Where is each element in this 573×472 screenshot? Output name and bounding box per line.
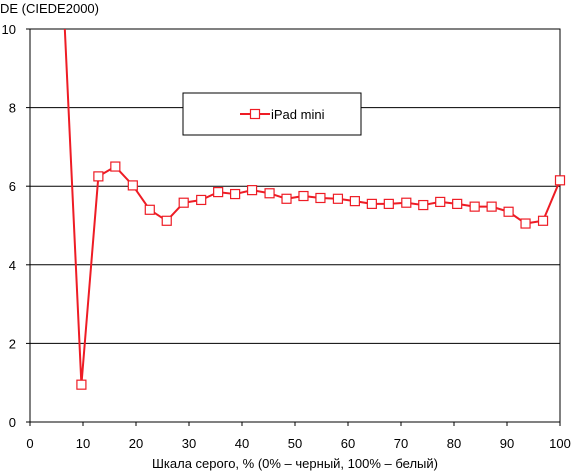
x-axis-title: Шкала серого, % (0% – черный, 100% – бел… xyxy=(152,456,438,471)
data-point xyxy=(332,193,344,204)
y-tick-label: 4 xyxy=(9,258,16,273)
data-point xyxy=(486,201,497,212)
y-tick-label: 10 xyxy=(2,22,16,37)
y-tick-label: 0 xyxy=(9,415,16,430)
data-point xyxy=(452,198,463,209)
data-point xyxy=(127,180,138,191)
data-point xyxy=(554,175,566,186)
legend-box xyxy=(182,92,362,136)
x-axis-ticks: 0 10 20 30 40 50 60 70 80 90 100 xyxy=(26,422,571,451)
data-point xyxy=(383,198,394,209)
x-tick-label: 0 xyxy=(26,436,33,451)
data-point xyxy=(178,197,189,208)
x-tick-label: 70 xyxy=(394,436,408,451)
x-tick-label: 40 xyxy=(235,436,249,451)
data-point xyxy=(520,218,531,229)
data-point xyxy=(503,206,514,217)
data-point xyxy=(537,215,549,226)
x-tick-label: 60 xyxy=(341,436,355,451)
x-tick-label: 100 xyxy=(549,436,571,451)
series-line xyxy=(63,29,560,386)
data-point xyxy=(401,197,412,208)
data-point xyxy=(246,185,258,196)
legend-label: iPad mini xyxy=(271,107,325,122)
x-tick-label: 90 xyxy=(500,436,514,451)
data-point xyxy=(93,171,104,182)
series-layer xyxy=(63,29,566,390)
data-point xyxy=(366,198,377,209)
data-point xyxy=(264,188,275,199)
data-point xyxy=(469,201,480,212)
gridlines xyxy=(30,107,560,344)
data-point xyxy=(230,188,241,200)
data-point xyxy=(298,190,309,202)
y-tick-label: 8 xyxy=(9,101,16,116)
data-point xyxy=(196,194,207,206)
data-point xyxy=(281,193,292,204)
data-point xyxy=(418,199,429,211)
x-tick-label: 80 xyxy=(447,436,461,451)
y-axis-ticks: 0 2 4 6 8 10 xyxy=(2,22,30,430)
data-point xyxy=(435,196,446,208)
y-tick-label: 2 xyxy=(9,336,16,351)
x-tick-label: 20 xyxy=(129,436,143,451)
data-point xyxy=(213,187,224,198)
legend: iPad mini xyxy=(182,92,362,136)
data-point xyxy=(76,379,87,390)
plot-area-frame xyxy=(29,28,561,423)
data-point xyxy=(161,215,172,226)
y-axis-title: DE (CIEDE2000) xyxy=(0,1,99,16)
x-tick-label: 50 xyxy=(288,436,302,451)
legend-marker xyxy=(249,108,261,120)
x-tick-label: 30 xyxy=(182,436,196,451)
data-point xyxy=(144,204,155,215)
y-tick-label: 6 xyxy=(9,179,16,194)
data-point xyxy=(349,196,360,207)
data-point xyxy=(110,161,121,172)
x-tick-label: 10 xyxy=(76,436,90,451)
data-point xyxy=(315,192,326,204)
